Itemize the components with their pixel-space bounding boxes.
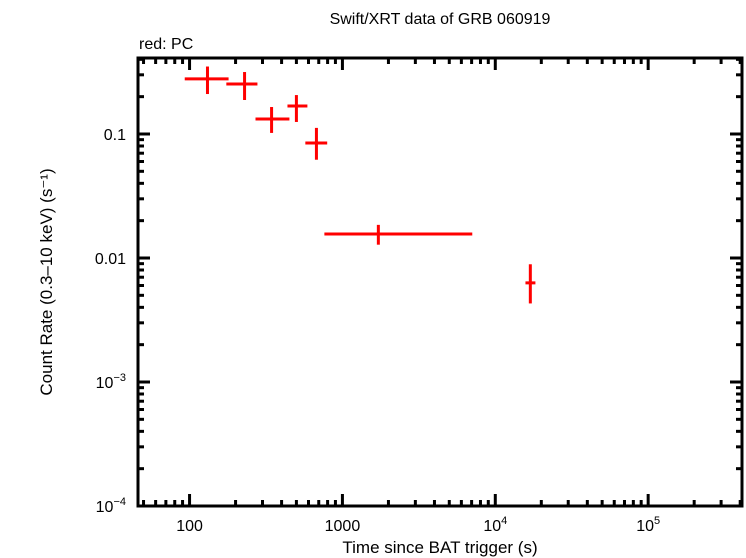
data-point [324,224,473,245]
y-tick-label: 10−3 [96,372,126,392]
x-tick-label: 100 [176,518,203,535]
data-point [255,107,290,133]
data-point [525,264,536,304]
y-axis-label: Count Rate (0.3–10 keV) (s⁻¹) [37,168,56,395]
data-point [226,72,258,100]
axis-tick-labels: 100 1000 104 105 0.1 0.01 10−3 10−4 [95,127,660,535]
y-tick-label: 0.1 [104,127,126,144]
data-point [184,66,229,95]
data-point [287,95,308,122]
x-tick-label: 1000 [325,518,361,535]
data-series-pc [184,66,536,304]
x-axis-label: Time since BAT trigger (s) [342,538,537,557]
chart-subtitle: red: PC [139,36,193,53]
x-tick-label: 105 [636,515,660,535]
plot-frame [136,56,744,508]
axis-ticks [138,57,742,508]
y-tick-label: 0.01 [95,251,126,268]
x-tick-label: 104 [483,515,507,535]
chart-title: Swift/XRT data of GRB 060919 [330,11,551,28]
data-point [305,127,328,160]
y-tick-label: 10−4 [96,496,126,516]
